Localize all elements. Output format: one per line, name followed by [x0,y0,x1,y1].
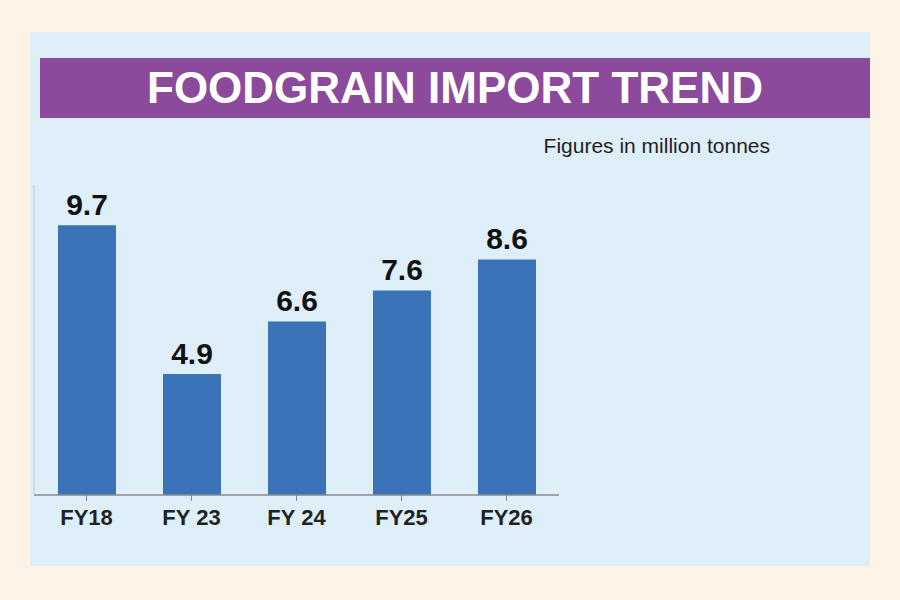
html-text:Figures in million tonnes: Figures in million tonnes [543,134,770,157]
svg-text:9.7: 9.7 [66,188,108,221]
svg-text:4.9: 4.9 [171,337,213,370]
svg-text:FY25: FY25 [375,505,428,530]
svg-text:FY 23: FY 23 [162,505,220,530]
html-text:FOODGRAIN IMPORT TREND: FOODGRAIN IMPORT TREND [147,63,763,112]
svg-text:7.6: 7.6 [381,253,423,286]
svg-text:FY18: FY18 [60,505,113,530]
svg-text:FY 24: FY 24 [267,505,326,530]
svg-text:FY26: FY26 [480,505,533,530]
svg-text:8.6: 8.6 [486,222,528,255]
svg-text:6.6: 6.6 [276,284,318,317]
